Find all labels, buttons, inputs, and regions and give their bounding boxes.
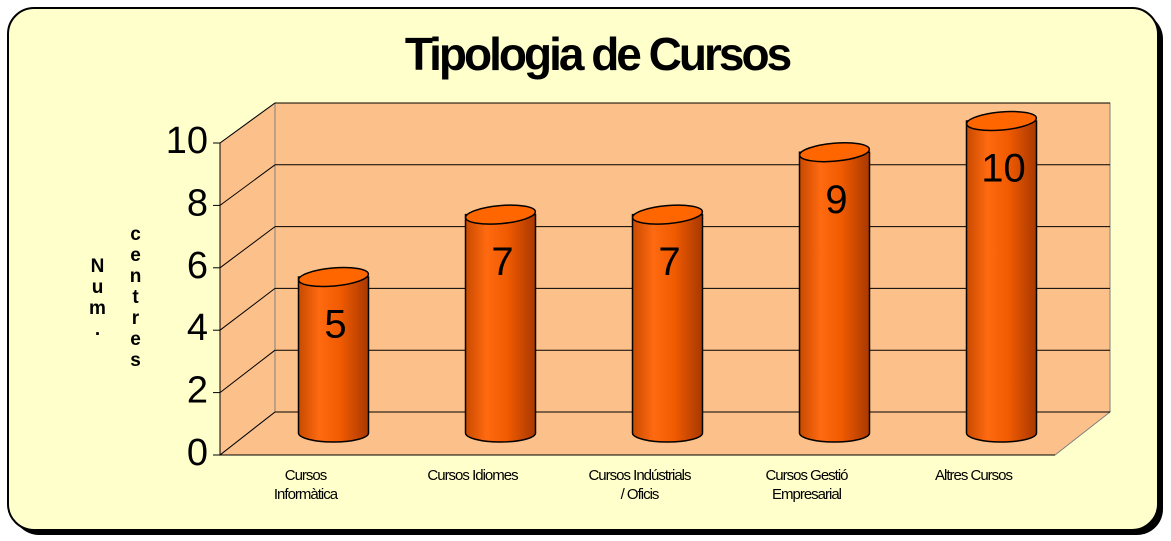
bar (631, 213, 704, 443)
y-tick-label: 8 (187, 182, 208, 224)
bar-top (631, 204, 704, 225)
y-tick-label: 10 (166, 120, 208, 162)
bar-top (798, 141, 871, 163)
value-label: 9 (825, 178, 847, 222)
bar (965, 120, 1038, 443)
y-axis-label: Num. centres (87, 224, 146, 371)
y-tick-label: 2 (187, 370, 208, 412)
grid-line (219, 226, 276, 269)
grid-line (219, 102, 276, 144)
value-label: 7 (491, 240, 513, 284)
x-tick-label: Cursos Indústrials / Oficis (588, 467, 691, 503)
grid-line (219, 349, 276, 393)
x-tick-label: Cursos Informàtica (273, 467, 338, 503)
side-wall (219, 102, 276, 457)
bar-top (965, 110, 1038, 132)
x-tick-label: Altres Cursos (934, 467, 1013, 484)
bar-top (297, 266, 370, 288)
bar (464, 213, 537, 443)
bar (798, 151, 871, 443)
value-label: 7 (658, 240, 680, 284)
bar-top (464, 204, 537, 225)
grid-line (219, 164, 276, 206)
y-tick-label: 6 (187, 245, 208, 287)
grid-line (219, 288, 276, 331)
y-tick-label: 0 (187, 432, 208, 474)
y-tick-label: 4 (187, 307, 208, 349)
chart-title: Tipologia de Cursos (405, 28, 791, 80)
bar (297, 276, 370, 443)
grid-line (219, 411, 276, 456)
x-tick-label: Cursos Gestió Empresarial (765, 467, 848, 503)
value-label: 10 (981, 147, 1026, 191)
value-label: 5 (324, 303, 346, 347)
x-tick-label: Cursos Idiomes (427, 467, 518, 484)
